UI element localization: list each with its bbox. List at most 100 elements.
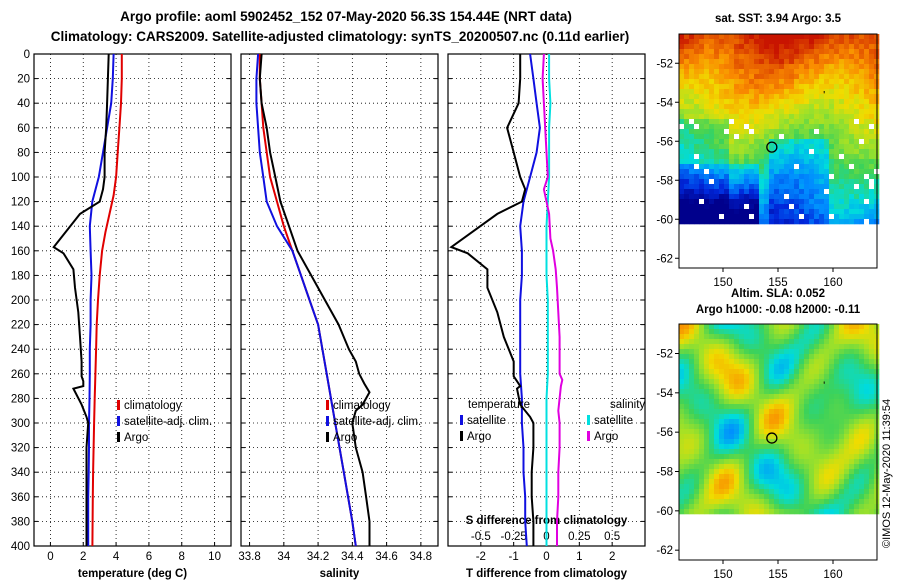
map-cell — [709, 324, 715, 330]
map-cell — [859, 324, 865, 330]
map-cell — [779, 474, 785, 480]
map-cell — [704, 149, 710, 155]
map-cell — [864, 469, 870, 475]
map-cell — [739, 134, 745, 140]
map-cell — [784, 79, 790, 85]
map-cell — [679, 394, 685, 400]
map-cell — [679, 399, 685, 405]
map-cell — [799, 359, 805, 365]
map-cell — [844, 324, 850, 330]
map-cell — [849, 209, 855, 215]
map-cell — [719, 199, 725, 205]
x-top-tick-label: -0.25 — [501, 531, 527, 543]
map-cell — [699, 344, 705, 350]
map-cell — [744, 159, 750, 165]
map-cell — [794, 59, 800, 65]
map-cell — [804, 169, 810, 175]
map-cell — [684, 69, 690, 75]
map-cell — [749, 159, 755, 165]
map-cell — [704, 144, 710, 150]
map-cell — [869, 424, 875, 430]
map-cell — [769, 364, 775, 370]
map-cell — [864, 459, 870, 465]
map-cell — [814, 159, 820, 165]
map-cell — [729, 109, 735, 115]
map-cell — [814, 374, 820, 380]
map-cell — [774, 479, 780, 485]
map-cell — [824, 124, 830, 130]
map-cell — [694, 499, 700, 505]
map-cell — [819, 99, 825, 105]
map-cell — [679, 464, 685, 470]
map-cell — [839, 419, 845, 425]
map-cell — [834, 49, 840, 55]
map-cell — [834, 439, 840, 445]
map-cell — [729, 444, 735, 450]
map-cell — [774, 499, 780, 505]
map-cell — [799, 484, 805, 490]
map-cell — [754, 384, 760, 390]
map-cell — [869, 379, 875, 385]
map-cell — [734, 144, 740, 150]
map-cell — [824, 49, 830, 55]
map-cell — [839, 214, 845, 220]
map-cell — [749, 119, 755, 125]
map-cell — [849, 184, 855, 190]
map-cell — [729, 214, 735, 220]
map-cell — [709, 329, 715, 335]
map-cell — [719, 84, 725, 90]
map-cell — [869, 389, 875, 395]
map-cell — [854, 59, 860, 65]
map-cell — [704, 464, 710, 470]
map-cell — [869, 189, 875, 195]
map-cell — [809, 189, 815, 195]
map-cell — [714, 504, 720, 510]
map-cell — [699, 119, 705, 125]
map-cell — [739, 359, 745, 365]
map-cell — [734, 344, 740, 350]
map-cell — [759, 209, 765, 215]
map-cell — [794, 114, 800, 120]
map-cell — [689, 104, 695, 110]
map-cell — [784, 349, 790, 355]
map-cell — [729, 209, 735, 215]
map-cell — [804, 69, 810, 75]
map-cell — [734, 109, 740, 115]
map-cell — [819, 379, 825, 385]
map-cell — [684, 464, 690, 470]
map-cell — [679, 189, 685, 195]
y-tick-label: 320 — [11, 443, 30, 455]
map-cell — [864, 119, 870, 125]
map-cell — [724, 109, 730, 115]
y-tick-label: 240 — [11, 344, 30, 356]
map-cell — [854, 74, 860, 80]
map-cell — [819, 489, 825, 495]
map-cell — [724, 394, 730, 400]
map-cell — [829, 499, 835, 505]
map-cell — [839, 499, 845, 505]
map-cell — [754, 164, 760, 170]
map-cell — [724, 454, 730, 460]
map-cell — [844, 154, 850, 160]
map-cell — [724, 174, 730, 180]
map-cell — [714, 379, 720, 385]
map-cell — [814, 444, 820, 450]
map-cell — [744, 199, 750, 205]
map-cell — [779, 179, 785, 185]
map-cell — [699, 389, 705, 395]
map-cell — [779, 499, 785, 505]
map-cell — [854, 379, 860, 385]
map-cell — [754, 349, 760, 355]
map-cell — [684, 109, 690, 115]
map-cell — [789, 134, 795, 140]
map-cell — [719, 389, 725, 395]
map-cell — [869, 344, 875, 350]
map-cell — [764, 374, 770, 380]
map-cell — [799, 494, 805, 500]
map-cell — [684, 374, 690, 380]
map-cell — [784, 469, 790, 475]
map-cell — [769, 369, 775, 375]
map-cell — [769, 214, 775, 220]
map-cell — [699, 54, 705, 60]
map-cell — [744, 194, 750, 200]
